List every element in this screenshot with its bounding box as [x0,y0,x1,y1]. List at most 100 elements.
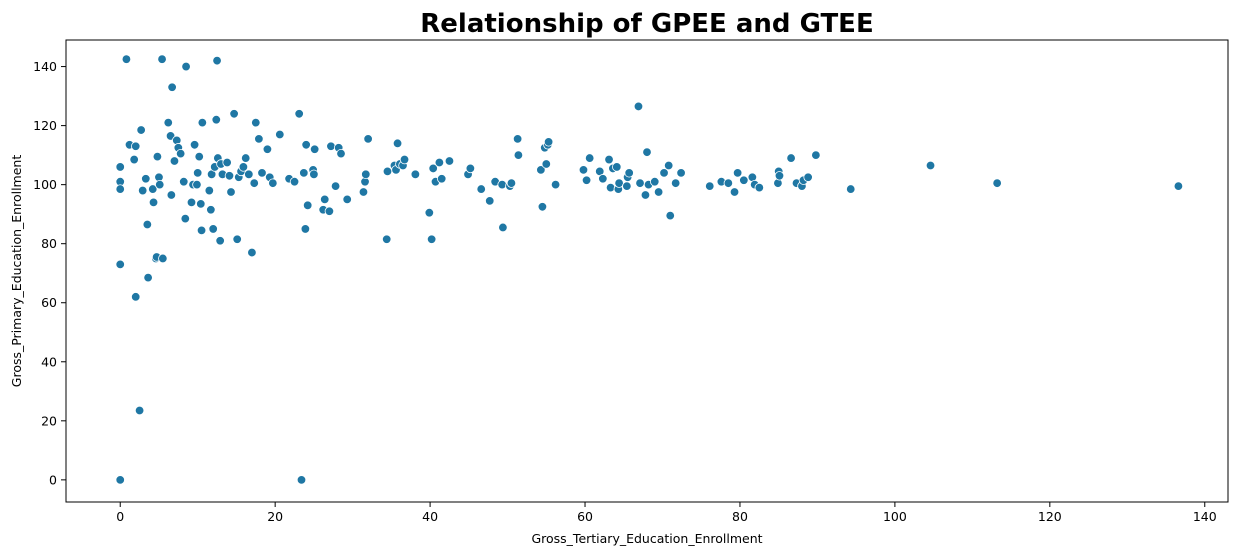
data-point [650,176,660,187]
data-point [186,197,197,208]
data-point [309,144,320,154]
data-point [624,168,634,178]
y-tick-label: 60 [41,295,57,310]
x-tick-label: 60 [577,509,593,524]
data-point [653,187,664,197]
data-point [224,171,235,181]
data-point [485,196,495,206]
data-point [320,194,330,205]
data-point [642,147,652,157]
data-point [158,253,168,264]
data-point [326,141,336,151]
y-axis-ticks: 0 20 40 60 80 100 120 140 [33,59,66,487]
data-point [846,184,856,194]
data-point [289,176,300,187]
y-tick-label: 140 [33,59,57,74]
x-tick-label: 80 [732,509,748,524]
data-point [206,205,216,215]
data-point [324,206,335,216]
data-point [497,179,507,190]
data-point [633,101,644,112]
data-point [251,117,261,128]
data-point [204,185,215,196]
data-point [437,174,447,184]
data-point [428,163,438,174]
chart-title: Relationship of GPEE and GTEE [420,9,873,39]
data-point [774,171,785,181]
data-point [115,475,125,485]
data-points [115,54,1184,485]
data-point [169,156,180,166]
data-point [194,151,204,162]
data-point [604,154,614,165]
data-point [424,207,435,218]
data-point [434,157,445,168]
data-point [382,166,393,177]
data-point [426,234,437,244]
data-point [754,182,765,193]
data-point [226,187,236,197]
data-point [136,125,146,135]
data-point [1173,181,1184,191]
data-point [513,150,524,160]
x-axis-ticks: 0 20 40 60 80 100 120 140 [116,502,1217,524]
data-point [676,168,686,178]
data-point [115,162,125,172]
data-point [302,200,313,211]
data-point [786,153,796,163]
data-point [925,160,936,171]
plot-frame [65,39,1229,503]
data-point [410,169,421,180]
data-point [262,144,273,154]
data-point [659,168,669,178]
data-point [382,234,392,244]
data-point [131,141,141,151]
data-point [211,115,221,125]
y-tick-label: 0 [49,472,57,487]
data-point [131,292,141,302]
data-point [163,117,173,128]
data-point [465,163,476,174]
data-point [155,179,165,190]
data-point [115,184,125,194]
data-point [115,259,125,270]
data-point [992,178,1002,188]
data-point [300,224,311,234]
data-point [358,187,369,197]
data-point [536,165,546,175]
data-point [581,175,592,185]
data-point [506,178,517,188]
data-point [663,160,674,171]
data-point [336,148,346,159]
data-point [196,225,207,236]
data-point [498,222,508,233]
data-point [299,168,309,178]
data-point [121,54,132,64]
data-point [392,138,403,149]
data-point [342,194,352,205]
x-tick-label: 20 [267,509,283,524]
data-point [152,151,163,162]
data-point [249,178,259,188]
data-point [670,178,681,188]
data-point [296,475,307,485]
data-point [578,165,589,175]
data-point [238,162,249,172]
data-point [244,169,254,180]
data-point [197,117,208,128]
x-tick-label: 100 [883,509,907,524]
data-point [232,234,242,244]
data-point [811,150,821,160]
data-point [598,174,608,184]
data-point [705,181,715,191]
data-point [550,179,561,190]
data-point [143,272,153,283]
data-point [192,168,203,178]
data-point [635,178,645,188]
data-point [723,178,734,188]
data-point [148,184,158,194]
data-point [189,140,200,150]
y-tick-label: 40 [41,354,57,369]
